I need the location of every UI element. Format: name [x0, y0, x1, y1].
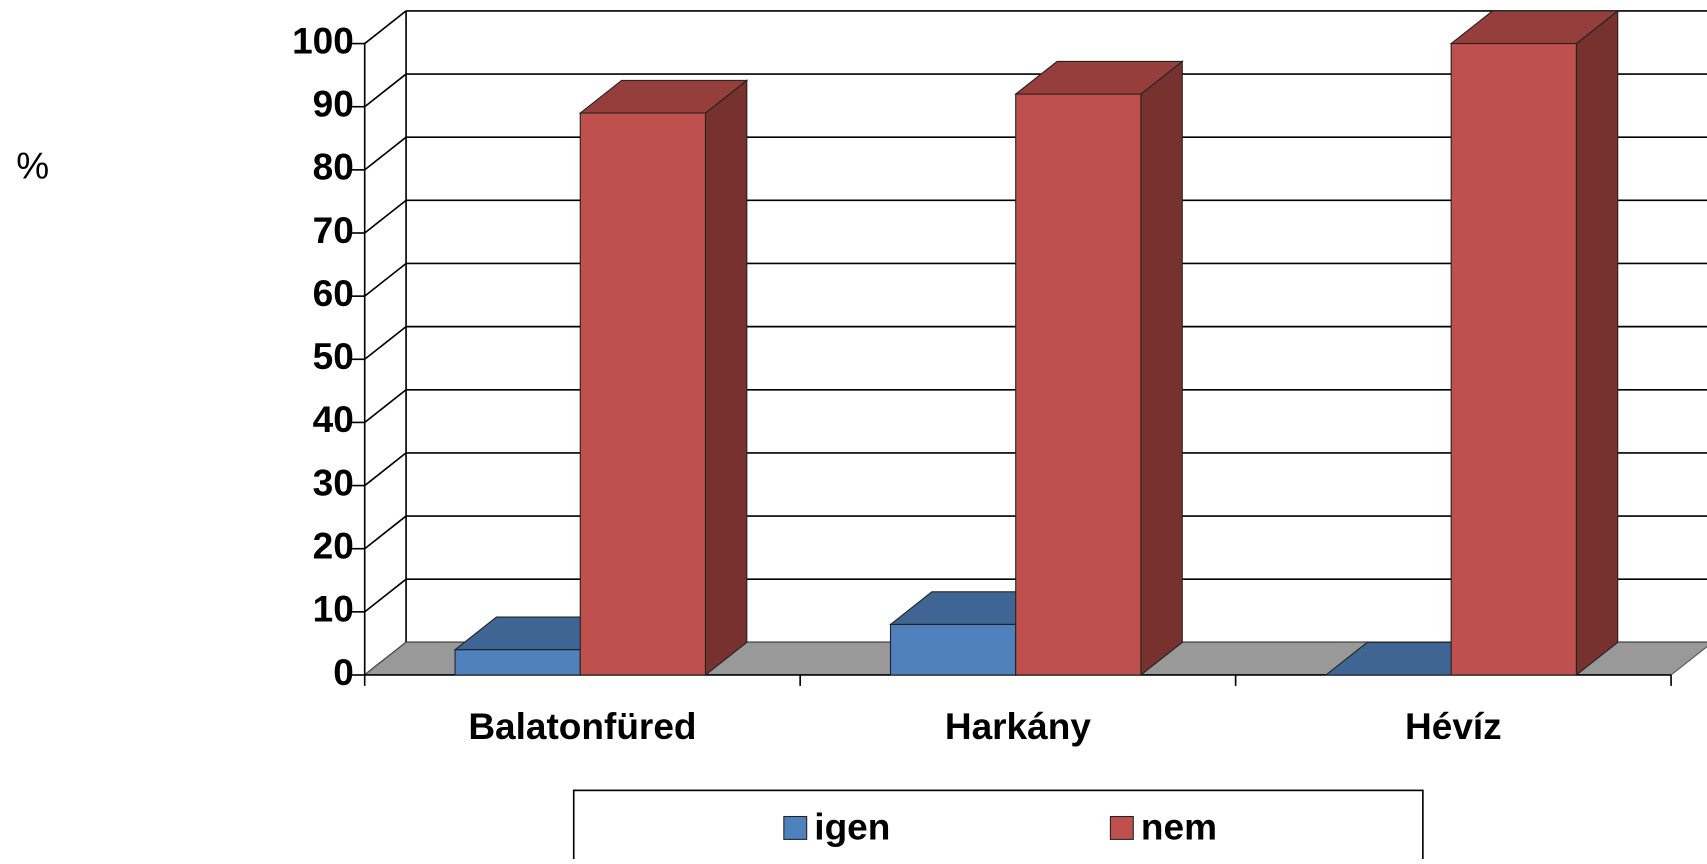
x-tick-label: Balatonfüred: [468, 705, 696, 747]
y-tick-label: 80: [313, 146, 354, 188]
y-axis-label: %: [16, 145, 49, 187]
bar: [454, 649, 581, 676]
grid-line: [364, 10, 407, 45]
bar: [579, 112, 706, 676]
grid-line: [364, 452, 407, 487]
bar-side: [704, 79, 748, 677]
legend-box: [572, 789, 1424, 864]
bar: [1450, 43, 1577, 676]
y-tick-label: 90: [313, 82, 354, 124]
grid-line: [364, 325, 407, 360]
y-tick-label: 70: [313, 209, 354, 251]
x-tick-label: Harkány: [945, 705, 1091, 747]
bar: [1015, 93, 1142, 676]
grid-line: [364, 578, 407, 613]
bar: [889, 623, 1017, 676]
grid-line: [364, 73, 407, 108]
legend-swatch: [1109, 815, 1134, 840]
legend-label: igen: [814, 805, 890, 847]
x-tick-label: Hévíz: [1405, 705, 1502, 747]
grid-line: [364, 515, 407, 550]
grid-line: [364, 262, 407, 297]
y-tick-label: 10: [313, 588, 354, 630]
y-tick-label: 30: [313, 461, 354, 503]
grid-line: [364, 199, 407, 234]
legend-swatch: [783, 815, 808, 840]
y-tick-label: 50: [313, 335, 354, 377]
y-tick-label: 20: [313, 524, 354, 566]
y-tick-label: 100: [292, 19, 354, 61]
bar-side: [1575, 9, 1619, 677]
y-tick-label: 0: [333, 651, 354, 693]
legend-label: nem: [1141, 805, 1217, 847]
grid-line: [364, 136, 407, 171]
y-tick-label: 40: [313, 398, 354, 440]
bar-side: [1140, 60, 1183, 677]
grid-line: [364, 389, 407, 424]
y-tick-label: 60: [313, 272, 354, 314]
